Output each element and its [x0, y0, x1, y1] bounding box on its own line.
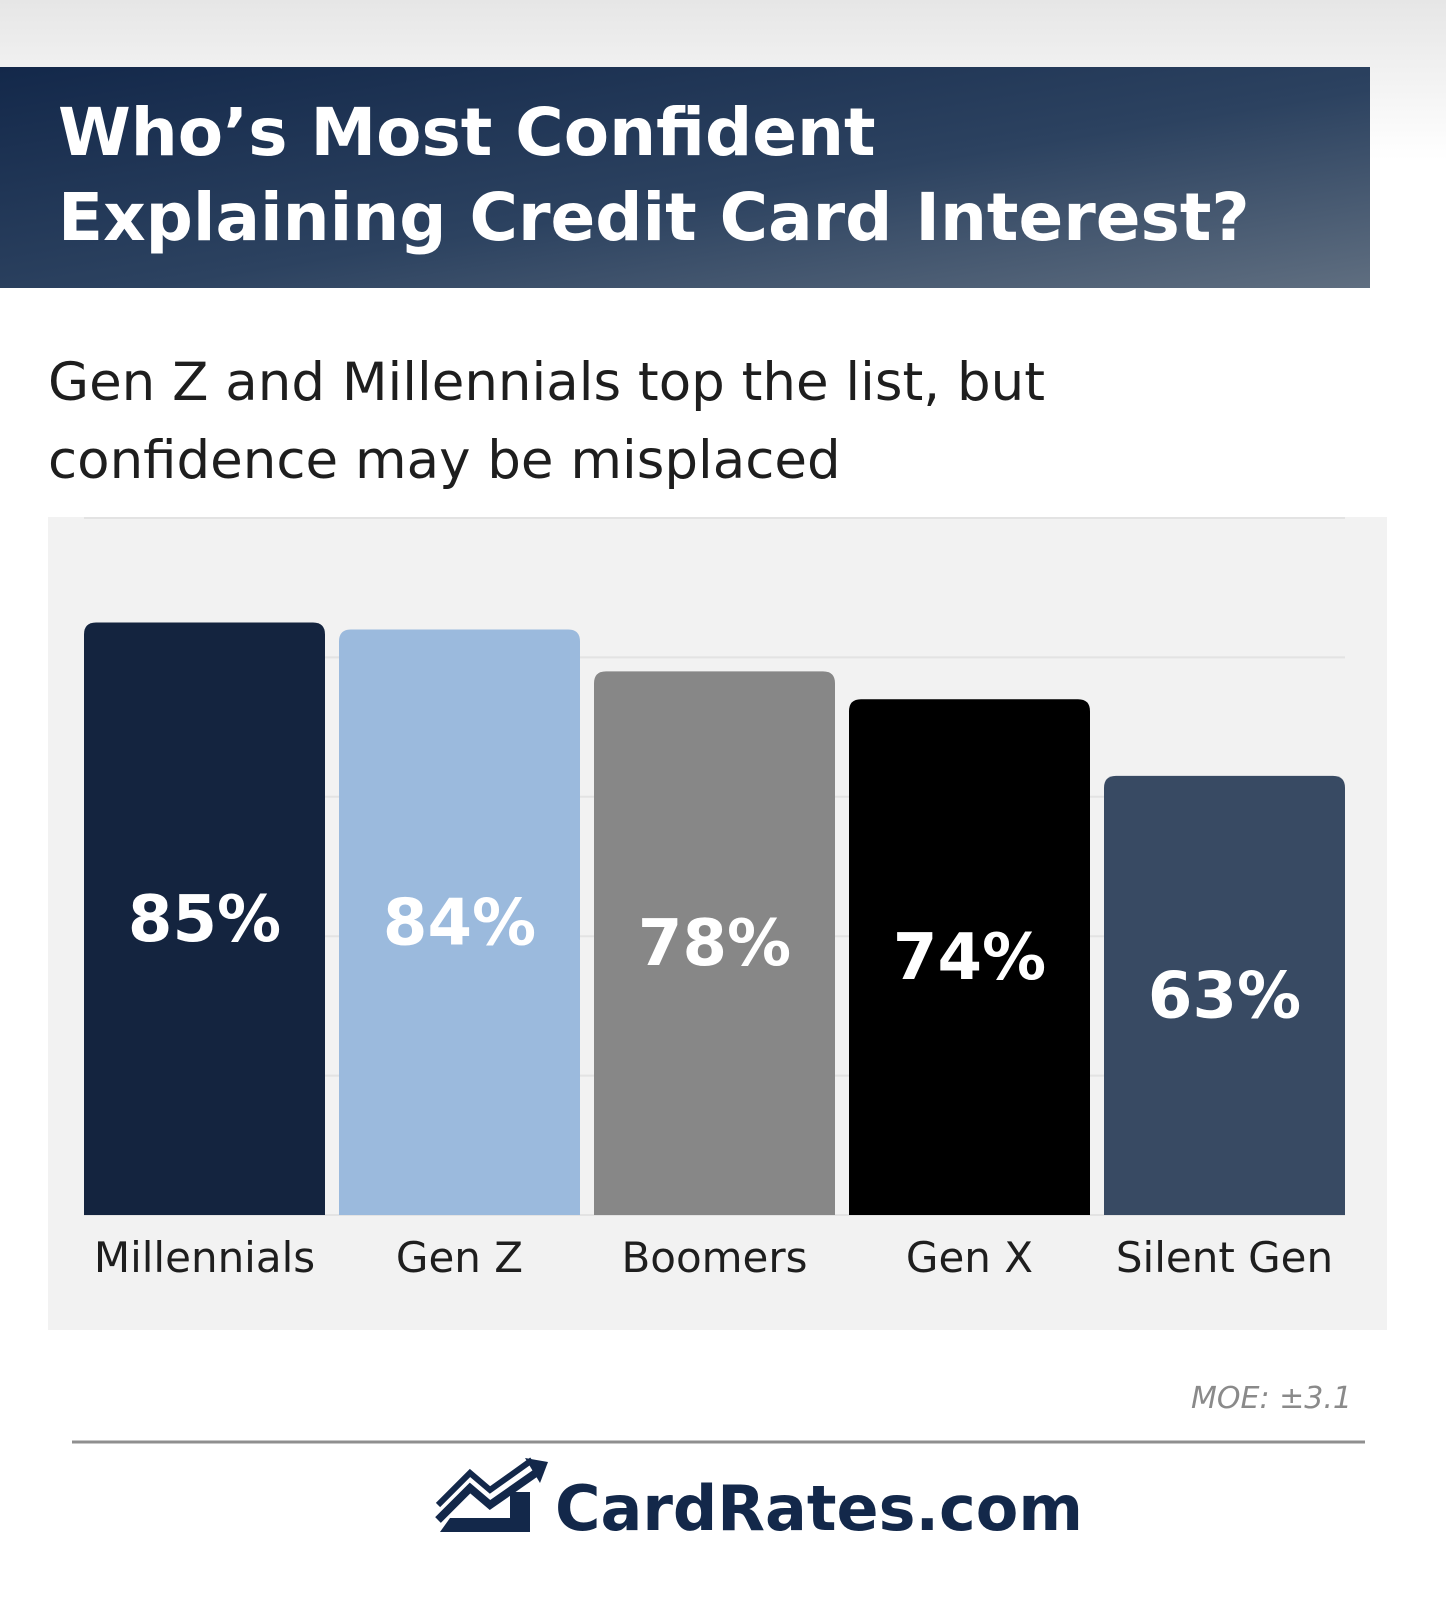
- bar: [594, 671, 835, 1215]
- bar: [339, 629, 580, 1215]
- x-tick-label: Boomers: [621, 1233, 807, 1282]
- bar: [84, 622, 325, 1215]
- title-banner: [0, 67, 1370, 288]
- title-line: Explaining Credit Card Interest?: [58, 179, 1250, 256]
- logo-base: [440, 1492, 530, 1532]
- bar: [849, 699, 1090, 1215]
- logo-line: [435, 1466, 543, 1523]
- logo-arrow: [525, 1458, 548, 1483]
- title-line: Who’s Most Confident: [58, 94, 876, 171]
- brand-logo: [435, 1457, 548, 1532]
- x-tick-label: Silent Gen: [1116, 1233, 1333, 1282]
- value-label: 74%: [893, 921, 1046, 995]
- x-tick-label: Gen Z: [396, 1233, 523, 1282]
- x-tick-label: Millennials: [94, 1233, 315, 1282]
- title: Who’s Most Confident Explaining Credit C…: [58, 94, 1250, 256]
- logo-line: [435, 1457, 534, 1508]
- brand-name: CardRates.com: [555, 1472, 1083, 1545]
- value-label: 85%: [128, 883, 281, 957]
- x-tick-label: Gen X: [906, 1233, 1033, 1282]
- value-label: 78%: [638, 907, 791, 981]
- value-label: 63%: [1148, 959, 1301, 1033]
- value-label: 84%: [383, 886, 536, 960]
- subtitle-line: confidence may be misplaced: [48, 430, 841, 491]
- subtitle-line: Gen Z and Millennials top the list, but: [48, 352, 1045, 413]
- moe-note: MOE: ±3.1: [1191, 1381, 1352, 1416]
- bar: [1104, 775, 1345, 1215]
- subtitle: Gen Z and Millennials top the list, but …: [48, 352, 1045, 491]
